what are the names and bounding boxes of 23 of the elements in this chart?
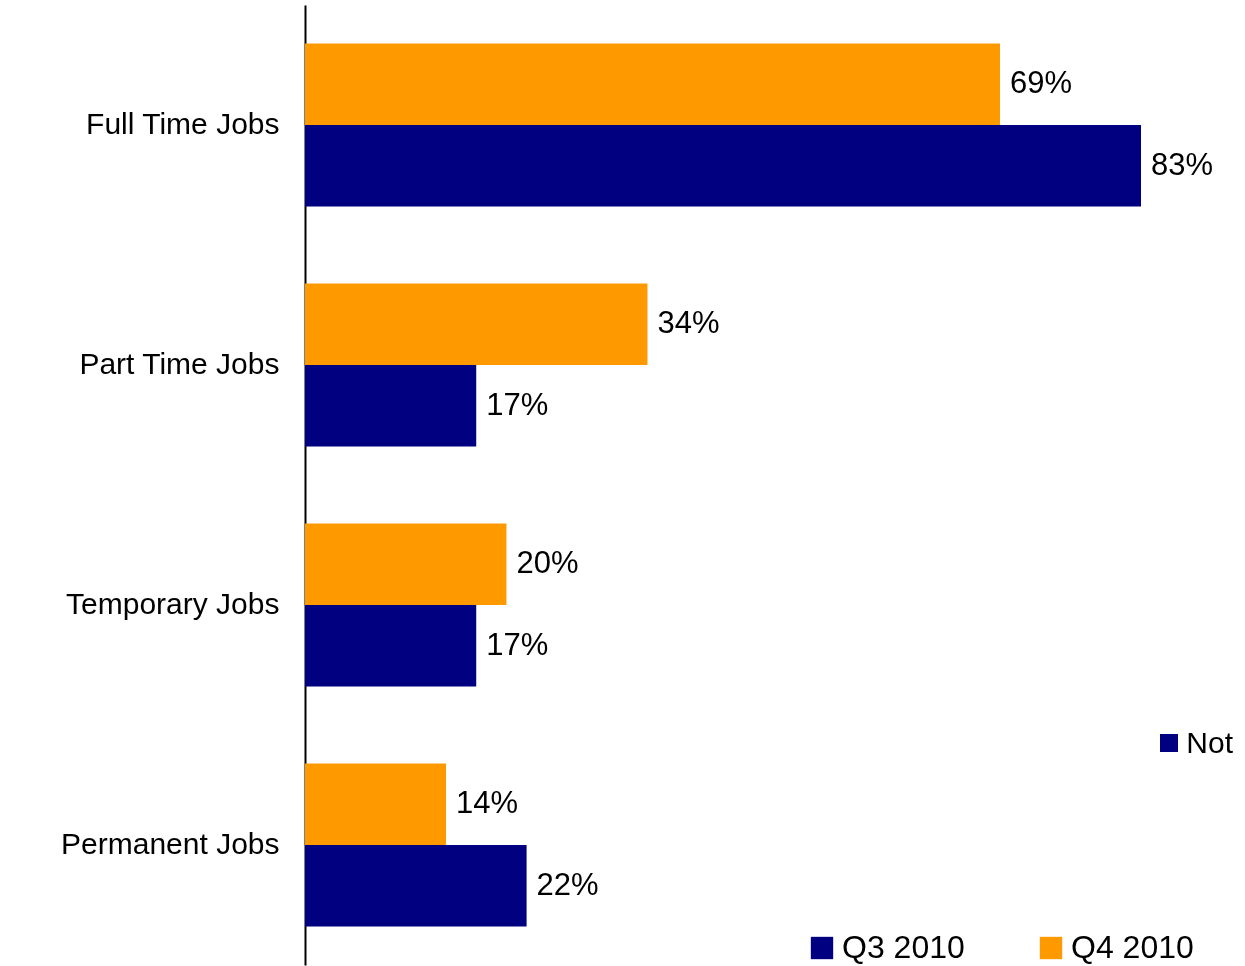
- data-label: 17%: [486, 626, 549, 662]
- data-label: 69%: [1009, 65, 1073, 101]
- y-tick-label: Temporary Jobs: [66, 587, 280, 620]
- data-label: 22%: [536, 866, 599, 902]
- y-tick-label: Part Time Jobs: [79, 347, 280, 380]
- data-label: 83%: [1151, 146, 1214, 182]
- y-tick-label: Permanent Jobs: [61, 827, 280, 860]
- legend-label: Q4 2010: [1071, 929, 1194, 965]
- data-label: 34%: [657, 305, 720, 341]
- bar: [305, 43, 1000, 125]
- bar: [305, 365, 477, 447]
- legend-label: Q3 2010: [842, 929, 965, 965]
- text: Not: [1186, 726, 1233, 760]
- bar: [305, 283, 648, 365]
- bar: [305, 125, 1141, 207]
- bar: [305, 845, 527, 927]
- bar: [305, 763, 447, 845]
- data-label: 17%: [486, 386, 549, 422]
- data-label: 14%: [456, 785, 519, 821]
- bar: [305, 605, 477, 687]
- data-label: 20%: [516, 545, 579, 581]
- y-tick-label: Full Time Jobs: [86, 107, 280, 140]
- bar: [305, 523, 507, 605]
